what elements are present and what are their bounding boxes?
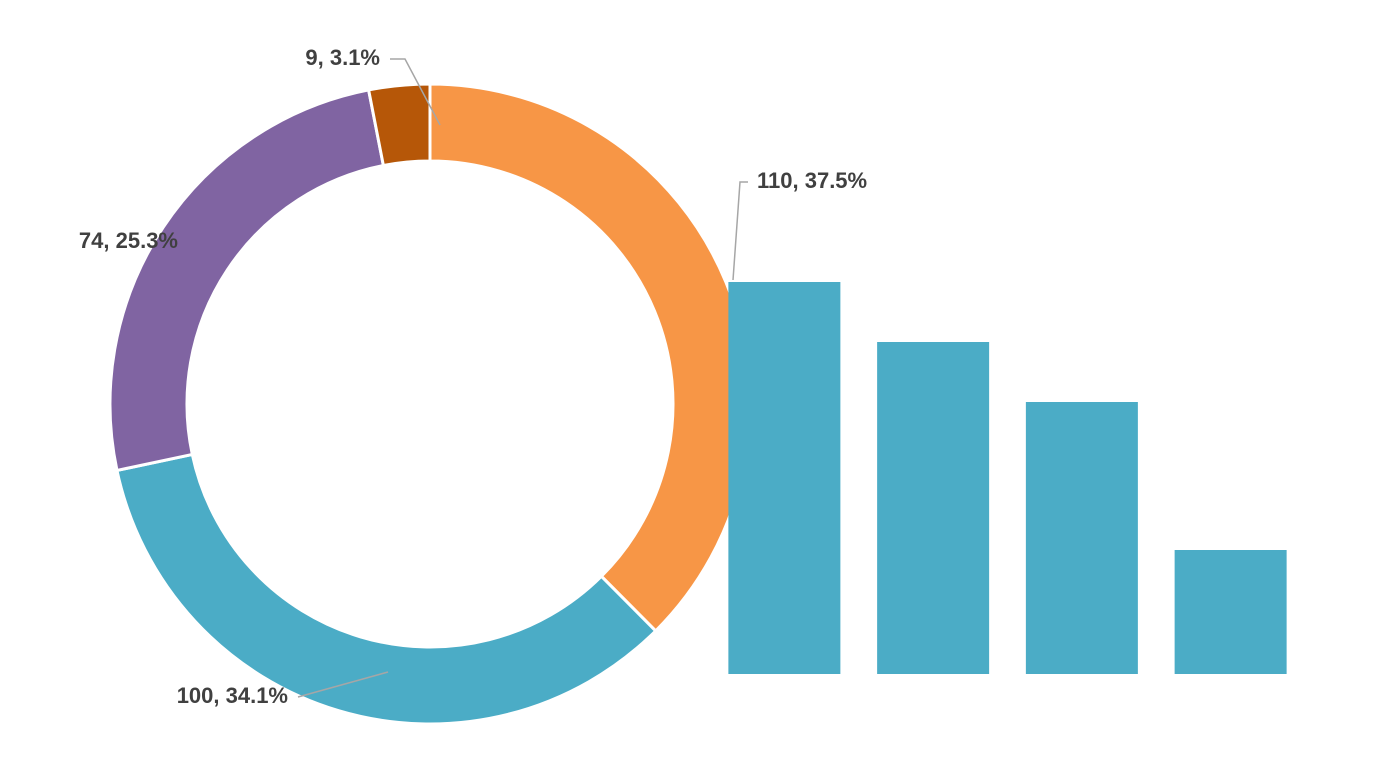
bar <box>728 282 841 674</box>
data-label: 110, 37.5% <box>757 168 867 193</box>
data-label: 74, 25.3% <box>79 228 178 253</box>
donut-slice <box>108 88 386 473</box>
leader-line <box>390 58 441 126</box>
donut-slice <box>366 82 432 168</box>
bar <box>1174 550 1287 674</box>
data-label: 9, 3.1% <box>305 45 380 70</box>
leader-line <box>297 671 389 698</box>
donut-slice <box>428 82 752 634</box>
leader-line <box>732 181 748 281</box>
data-label: 100, 34.1% <box>177 683 288 708</box>
bar <box>1025 402 1138 674</box>
bar <box>877 342 990 674</box>
donut-slice <box>115 452 658 726</box>
